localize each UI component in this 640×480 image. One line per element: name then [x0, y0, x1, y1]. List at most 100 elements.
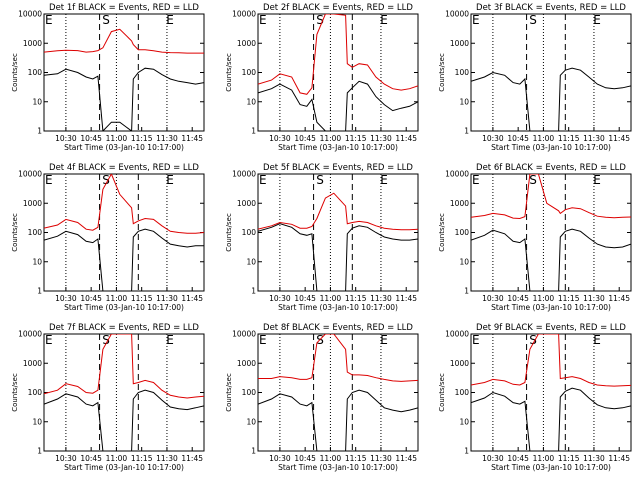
plot-frame — [257, 173, 419, 292]
x-tick-label: 10:30 — [482, 454, 504, 463]
detector-panel-8: Det 8f BLACK = Events, RED = LLD 1 10 100 10… — [225, 323, 419, 472]
lld-series-line — [44, 334, 204, 399]
x-tick-label: 11:15 — [558, 454, 580, 463]
y-tick-label: 100 — [455, 68, 470, 77]
x-axis-label: Start Time (03-Jan-10 10:17:00) — [491, 143, 611, 152]
x-tick-label: 11:45 — [181, 134, 203, 143]
time-marker-label: S — [529, 333, 537, 347]
y-tick-label: 10 — [459, 97, 469, 106]
x-tick-label: 11:30 — [583, 134, 605, 143]
plot-frame — [257, 13, 419, 132]
x-tick-label: 11:00 — [320, 134, 342, 143]
y-tick-label: 1000 — [23, 359, 42, 368]
events-series-line — [258, 389, 418, 451]
time-marker-label: E — [472, 173, 480, 187]
x-tick-label: 10:30 — [55, 294, 77, 303]
events-series-line — [44, 389, 204, 451]
time-marker-label: E — [259, 13, 267, 27]
time-marker-label: E — [380, 333, 388, 347]
time-marker-label: S — [529, 173, 537, 187]
detector-panel-9: Det 9f BLACK = Events, RED = LLD 1 10 100 10… — [438, 323, 632, 472]
y-tick-label: 1 — [37, 447, 42, 456]
events-series-line — [258, 223, 418, 291]
x-tick-label: 10:45 — [80, 134, 102, 143]
detector-panel-7: Det 7f BLACK = Events, RED = LLD 1 10 100 10… — [11, 323, 205, 472]
plot-frame — [470, 333, 632, 452]
y-tick-label: 100 — [242, 68, 257, 77]
time-marker-label: E — [166, 333, 174, 347]
time-marker-label: E — [259, 173, 267, 187]
detector-panel-5: Det 5f BLACK = Events, RED = LLD 1 10 100 10… — [225, 163, 419, 312]
y-tick-label: 1 — [464, 447, 469, 456]
x-axis-label: Start Time (03-Jan-10 10:17:00) — [278, 143, 398, 152]
y-tick-label: 10000 — [18, 330, 42, 339]
x-tick-label: 10:30 — [55, 134, 77, 143]
x-tick-label: 10:30 — [482, 294, 504, 303]
time-marker-label: E — [45, 13, 53, 27]
time-marker-label: S — [316, 13, 324, 27]
x-tick-label: 11:45 — [181, 294, 203, 303]
y-tick-label: 10000 — [18, 10, 42, 19]
x-tick-label: 11:45 — [181, 454, 203, 463]
x-tick-label: 11:00 — [533, 294, 555, 303]
y-tick-label: 1 — [464, 287, 469, 296]
y-axis-label: Counts/sec — [438, 213, 446, 252]
x-tick-label: 11:45 — [608, 294, 630, 303]
y-tick-label: 1000 — [237, 359, 256, 368]
y-tick-label: 1000 — [23, 39, 42, 48]
time-marker-label: S — [102, 173, 110, 187]
x-tick-label: 11:15 — [345, 454, 367, 463]
x-tick-label: 11:15 — [345, 294, 367, 303]
panel-title: Det 9f BLACK = Events, RED = LLD — [476, 323, 626, 333]
time-marker-label: E — [380, 173, 388, 187]
x-axis-label: Start Time (03-Jan-10 10:17:00) — [64, 143, 184, 152]
x-tick-label: 11:15 — [558, 294, 580, 303]
y-tick-label: 100 — [28, 228, 43, 237]
x-axis-label: Start Time (03-Jan-10 10:17:00) — [64, 303, 184, 312]
panel-title: Det 8f BLACK = Events, RED = LLD — [263, 323, 413, 333]
plot-frame — [43, 333, 205, 452]
y-axis-label: Counts/sec — [225, 373, 233, 412]
x-tick-label: 11:15 — [131, 134, 153, 143]
plot-frame — [470, 173, 632, 292]
panel-title: Det 4f BLACK = Events, RED = LLD — [49, 163, 199, 173]
x-axis-label: Start Time (03-Jan-10 10:17:00) — [278, 303, 398, 312]
x-tick-label: 11:30 — [370, 294, 392, 303]
y-tick-label: 1000 — [237, 39, 256, 48]
x-tick-label: 10:45 — [80, 294, 102, 303]
x-tick-label: 10:30 — [269, 134, 291, 143]
time-marker-label: E — [259, 333, 267, 347]
lld-series-line — [44, 174, 204, 234]
time-marker-label: E — [166, 13, 174, 27]
y-tick-label: 1000 — [450, 199, 469, 208]
detector-panel-3: Det 3f BLACK = Events, RED = LLD 1 10 100 10… — [438, 3, 632, 152]
panel-title: Det 3f BLACK = Events, RED = LLD — [476, 3, 626, 13]
x-tick-label: 11:00 — [106, 294, 128, 303]
lld-series-line — [44, 28, 204, 54]
x-tick-label: 11:15 — [558, 134, 580, 143]
x-tick-label: 11:45 — [608, 454, 630, 463]
x-tick-label: 11:15 — [345, 134, 367, 143]
time-marker-label: E — [593, 333, 601, 347]
x-axis-label: Start Time (03-Jan-10 10:17:00) — [64, 463, 184, 472]
x-axis-label: Start Time (03-Jan-10 10:17:00) — [278, 463, 398, 472]
x-tick-label: 10:45 — [294, 454, 316, 463]
x-tick-label: 10:30 — [55, 454, 77, 463]
y-tick-label: 10 — [459, 417, 469, 426]
plot-frame — [43, 13, 205, 132]
panel-title: Det 5f BLACK = Events, RED = LLD — [263, 163, 413, 173]
detector-panel-6: Det 6f BLACK = Events, RED = LLD 1 10 100 10… — [438, 163, 632, 312]
y-tick-label: 10000 — [18, 170, 42, 179]
y-tick-label: 1000 — [450, 39, 469, 48]
panel-title: Det 1f BLACK = Events, RED = LLD — [49, 3, 199, 13]
x-tick-label: 11:30 — [156, 294, 178, 303]
y-axis-label: Counts/sec — [11, 53, 19, 92]
x-axis-label: Start Time (03-Jan-10 10:17:00) — [491, 303, 611, 312]
y-tick-label: 1 — [37, 127, 42, 136]
time-marker-label: E — [593, 173, 601, 187]
x-tick-label: 11:00 — [320, 454, 342, 463]
y-tick-label: 1 — [464, 127, 469, 136]
x-tick-label: 10:45 — [294, 294, 316, 303]
y-tick-label: 10000 — [232, 10, 256, 19]
y-tick-label: 100 — [28, 388, 43, 397]
